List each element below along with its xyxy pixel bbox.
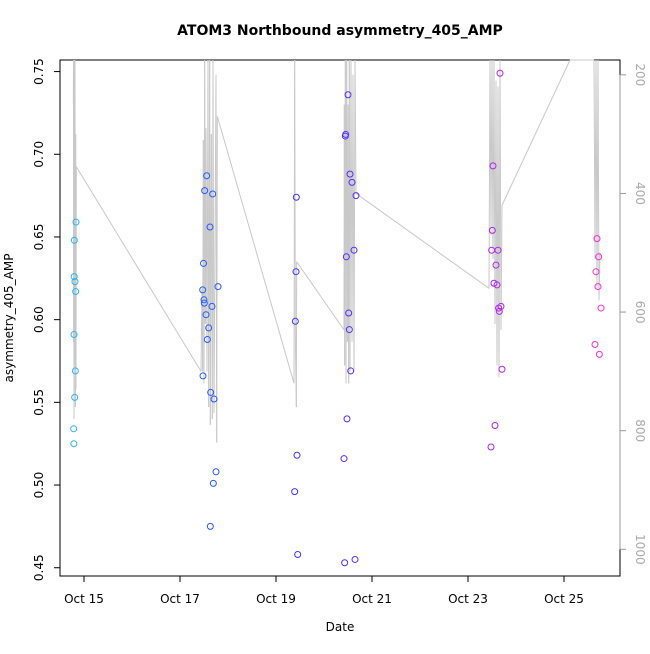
- data-point: [213, 469, 219, 475]
- y-tick-label: 0.65: [32, 224, 46, 251]
- data-point: [71, 441, 77, 447]
- x-tick-label: Oct 23: [448, 592, 488, 606]
- y2-tick-label: 600: [633, 301, 647, 324]
- y-tick-label: 0.60: [32, 306, 46, 333]
- y2-tick-label: 400: [633, 182, 647, 205]
- y2-line-segment: [598, 60, 599, 300]
- data-point: [342, 560, 348, 566]
- data-point: [596, 351, 602, 357]
- data-point: [72, 394, 78, 400]
- data-point: [200, 373, 206, 379]
- y2-line-segment: [295, 60, 296, 336]
- data-point: [598, 305, 604, 311]
- y-axis: 0.45 0.50 0.55 0.60 0.65 0.70 0.75: [32, 58, 60, 581]
- data-point: [71, 426, 77, 432]
- x-axis-label: Date: [326, 620, 355, 634]
- y-axis-label: asymmetry_405_AMP: [2, 254, 16, 383]
- y2-tick-label: 200: [633, 63, 647, 86]
- data-point: [592, 341, 598, 347]
- data-point: [294, 452, 300, 458]
- y2-tick-label: 800: [633, 419, 647, 442]
- data-point: [210, 480, 216, 486]
- data-point: [595, 284, 601, 290]
- data-point: [207, 523, 213, 529]
- plot-area-frame: [60, 60, 620, 576]
- y-tick-label: 0.70: [32, 141, 46, 168]
- y2-axis: 200 400 600 800 1000: [620, 63, 647, 564]
- data-point: [499, 366, 505, 372]
- y2-tick-label: 1000: [633, 534, 647, 565]
- x-tick-label: Oct 25: [544, 592, 584, 606]
- data-point: [344, 416, 350, 422]
- y2-line-segment: [217, 116, 218, 442]
- data-point: [493, 262, 499, 268]
- y2-line-segment: [295, 336, 296, 383]
- x-tick-label: Oct 15: [64, 592, 104, 606]
- data-point: [492, 423, 498, 429]
- data-point: [495, 247, 501, 253]
- y2-line-segment: [356, 193, 489, 288]
- y2-line-segment: [297, 262, 344, 330]
- x-tick-label: Oct 19: [256, 592, 296, 606]
- y2-series-layer: [73, 60, 600, 443]
- y2-line-segment: [76, 167, 201, 372]
- data-point: [341, 456, 347, 462]
- points-layer: [71, 70, 604, 566]
- x-tick-label: Oct 21: [352, 592, 392, 606]
- chart-title: ATOM3 Northbound asymmetry_405_AMP: [177, 23, 503, 39]
- data-point: [488, 444, 494, 450]
- y-tick-label: 0.50: [32, 472, 46, 499]
- x-tick-label: Oct 17: [160, 592, 200, 606]
- y2-line-segment: [355, 60, 356, 193]
- data-point: [292, 489, 298, 495]
- data-point: [295, 552, 301, 558]
- y2-line-segment: [217, 116, 294, 383]
- y-tick-label: 0.45: [32, 554, 46, 581]
- data-point: [593, 269, 599, 275]
- y2-line-segment: [502, 60, 570, 205]
- x-axis: Oct 15 Oct 17 Oct 19 Oct 21 Oct 23 Oct 25: [64, 576, 584, 606]
- y-tick-label: 0.55: [32, 389, 46, 416]
- data-point: [352, 556, 358, 562]
- y-tick-label: 0.75: [32, 58, 46, 85]
